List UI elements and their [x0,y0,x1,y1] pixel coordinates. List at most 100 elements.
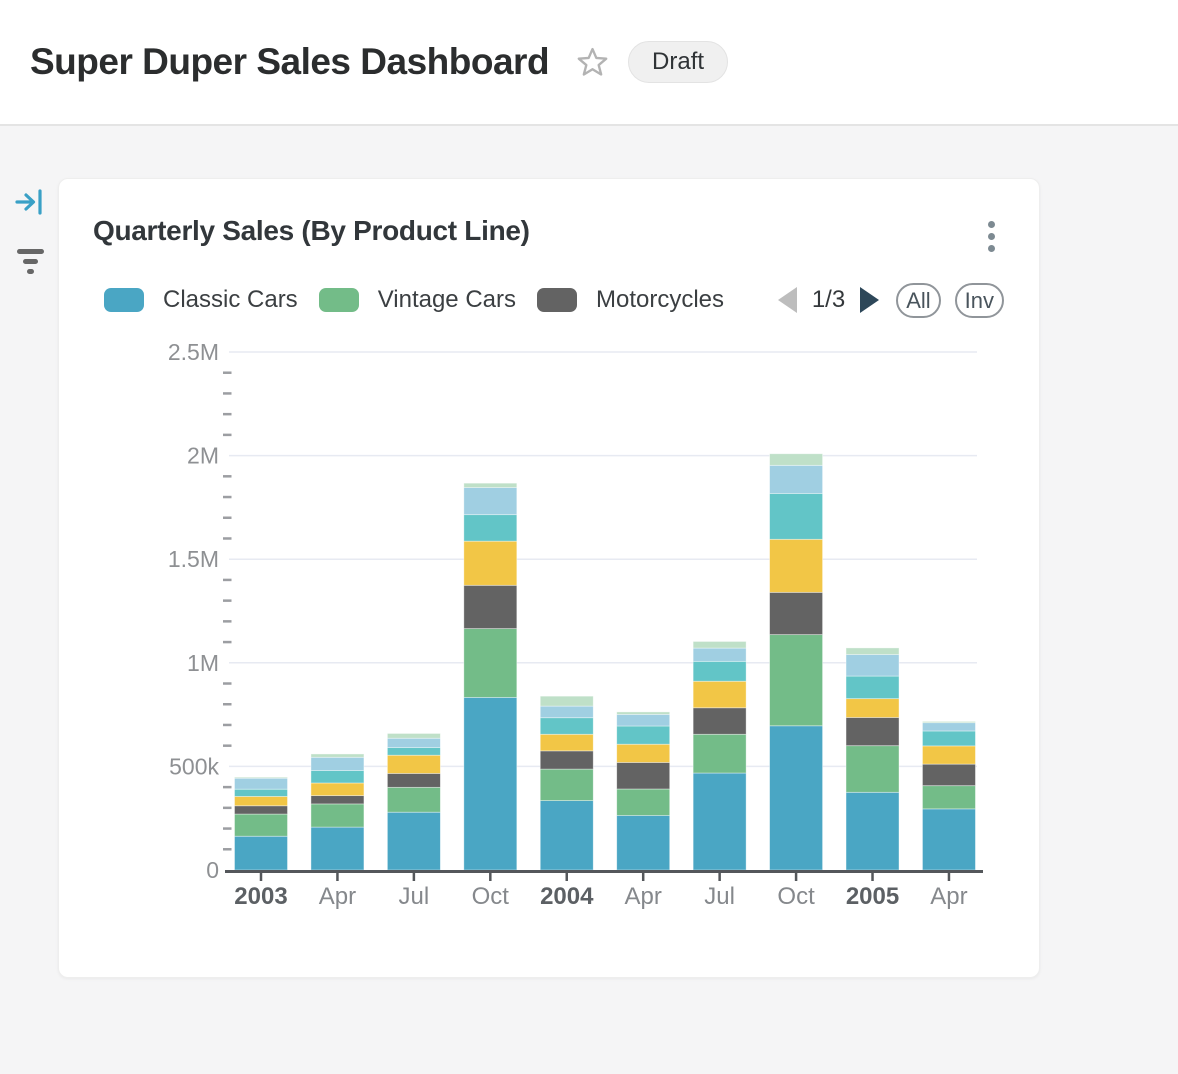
bar-segment[interactable] [234,835,288,871]
bar-segment[interactable] [463,540,518,586]
bar-segment[interactable] [845,654,900,677]
legend-page-indicator: 1/3 [811,286,846,313]
bar-segment[interactable] [310,782,365,797]
bar-segment[interactable] [845,791,900,871]
kebab-menu-icon[interactable] [980,215,1003,258]
x-axis-label: Jul [399,883,430,910]
bar-segment[interactable] [922,763,976,787]
bar-segment[interactable] [922,785,976,810]
bar-segment[interactable] [463,584,518,630]
bar-segment[interactable] [386,754,441,774]
x-axis-label: Apr [625,883,662,910]
bar-segment[interactable] [769,453,823,466]
legend-inv-button[interactable]: Inv [954,282,1004,318]
bar-segment[interactable] [616,711,671,715]
bar-segment[interactable] [386,773,441,788]
x-axis-label: Oct [472,883,510,910]
legend-item-vintage-cars[interactable]: Vintage Cars [318,286,516,314]
bar-segment[interactable] [845,717,900,747]
page-title: Super Duper Sales Dashboard [30,41,550,82]
bar-segment[interactable] [539,800,594,871]
bar-segment[interactable] [692,733,747,774]
bar-segment[interactable] [845,698,900,718]
bar-segment[interactable] [386,733,441,739]
bar-segment[interactable] [769,634,823,727]
bar-segment[interactable] [616,743,671,763]
bar-segment[interactable] [922,722,976,732]
svg-text:2M: 2M [187,443,219,469]
bar-segment[interactable] [539,705,594,719]
bar-segment[interactable] [386,811,441,871]
bar-segment[interactable] [463,514,518,542]
legend-label-classic-cars: Classic Cars [163,286,298,313]
bar-segment[interactable] [616,788,671,816]
bar-segment[interactable] [310,826,365,871]
bar-segment[interactable] [692,680,747,709]
bar-segment[interactable] [386,747,441,756]
bar-segment[interactable] [463,697,518,871]
bar-segment[interactable] [234,805,288,815]
bar-segment[interactable] [234,777,288,790]
legend-all-button[interactable]: All [896,282,941,318]
bar-segment[interactable] [539,717,594,735]
svg-text:500k: 500k [169,753,219,779]
bar-segment[interactable] [692,707,747,735]
bar-segment[interactable] [692,641,747,649]
bar-segment[interactable] [769,493,823,540]
x-axis-label: Oct [777,883,815,910]
x-axis-label: 2005 [846,883,899,910]
bar-segment[interactable] [922,745,976,765]
bar-segment[interactable] [463,482,518,488]
stacked-bar-chart[interactable]: 0 500k 1M 1.5M 2M 2.5M 2003 Apr Jul Oct 2004 Apr Jul… [59,329,1041,979]
legend-pager: 1/3 [777,286,880,314]
bar-segment[interactable] [386,786,441,813]
legend-item-classic-cars[interactable]: Classic Cars [104,286,298,314]
bar-segment[interactable] [845,647,900,655]
svg-text:2.5M: 2.5M [168,339,219,365]
app-header: Super Duper Sales Dashboard Draft [0,0,1178,126]
bar-segment[interactable] [769,725,823,871]
legend-prev-page-icon[interactable] [777,287,797,313]
bar-segment[interactable] [616,713,671,727]
bar-segment[interactable] [692,647,747,662]
bar-segment[interactable] [234,788,288,797]
bar-segment[interactable] [616,815,671,871]
bar-segment[interactable] [310,756,365,771]
legend-swatch-classic-cars [104,288,144,312]
bar-segment[interactable] [692,660,747,682]
bar-segment[interactable] [692,772,747,871]
bar-segment[interactable] [922,721,976,724]
bar-segment[interactable] [769,538,823,593]
bar-segment[interactable] [386,737,441,748]
bar-segment[interactable] [234,776,288,779]
legend-next-page-icon[interactable] [860,287,880,313]
bar-segment[interactable] [922,730,976,747]
bar-segment[interactable] [310,770,365,784]
collapse-panel-icon[interactable] [15,188,45,221]
filter-icon[interactable] [16,245,44,274]
chart-card: Quarterly Sales (By Product Line) Classi… [58,178,1040,978]
bar-segment[interactable] [845,745,900,793]
legend-item-motorcycles[interactable]: Motorcycles [537,286,724,314]
bar-segment[interactable] [539,750,594,770]
x-axis-label: 2003 [234,883,287,910]
bar-segment[interactable] [616,725,671,745]
bar-segment[interactable] [463,487,518,516]
bar-segment[interactable] [310,803,365,828]
x-axis-label: Apr [930,883,967,910]
bar-segment[interactable] [769,591,823,636]
bar-segment[interactable] [310,753,365,758]
bar-segment[interactable] [539,768,594,801]
bar-segment[interactable] [539,695,594,707]
bar-segment[interactable] [539,733,594,752]
bar-segment[interactable] [310,795,365,805]
bar-segment[interactable] [234,796,288,807]
bar-segment[interactable] [922,808,976,871]
bar-segment[interactable] [234,813,288,837]
bar-segment[interactable] [845,675,900,700]
bar-segment[interactable] [463,628,518,698]
legend-swatch-motorcycles [537,288,577,312]
favorite-star-icon[interactable] [576,46,609,79]
bar-segment[interactable] [616,762,671,790]
bar-segment[interactable] [769,464,823,494]
